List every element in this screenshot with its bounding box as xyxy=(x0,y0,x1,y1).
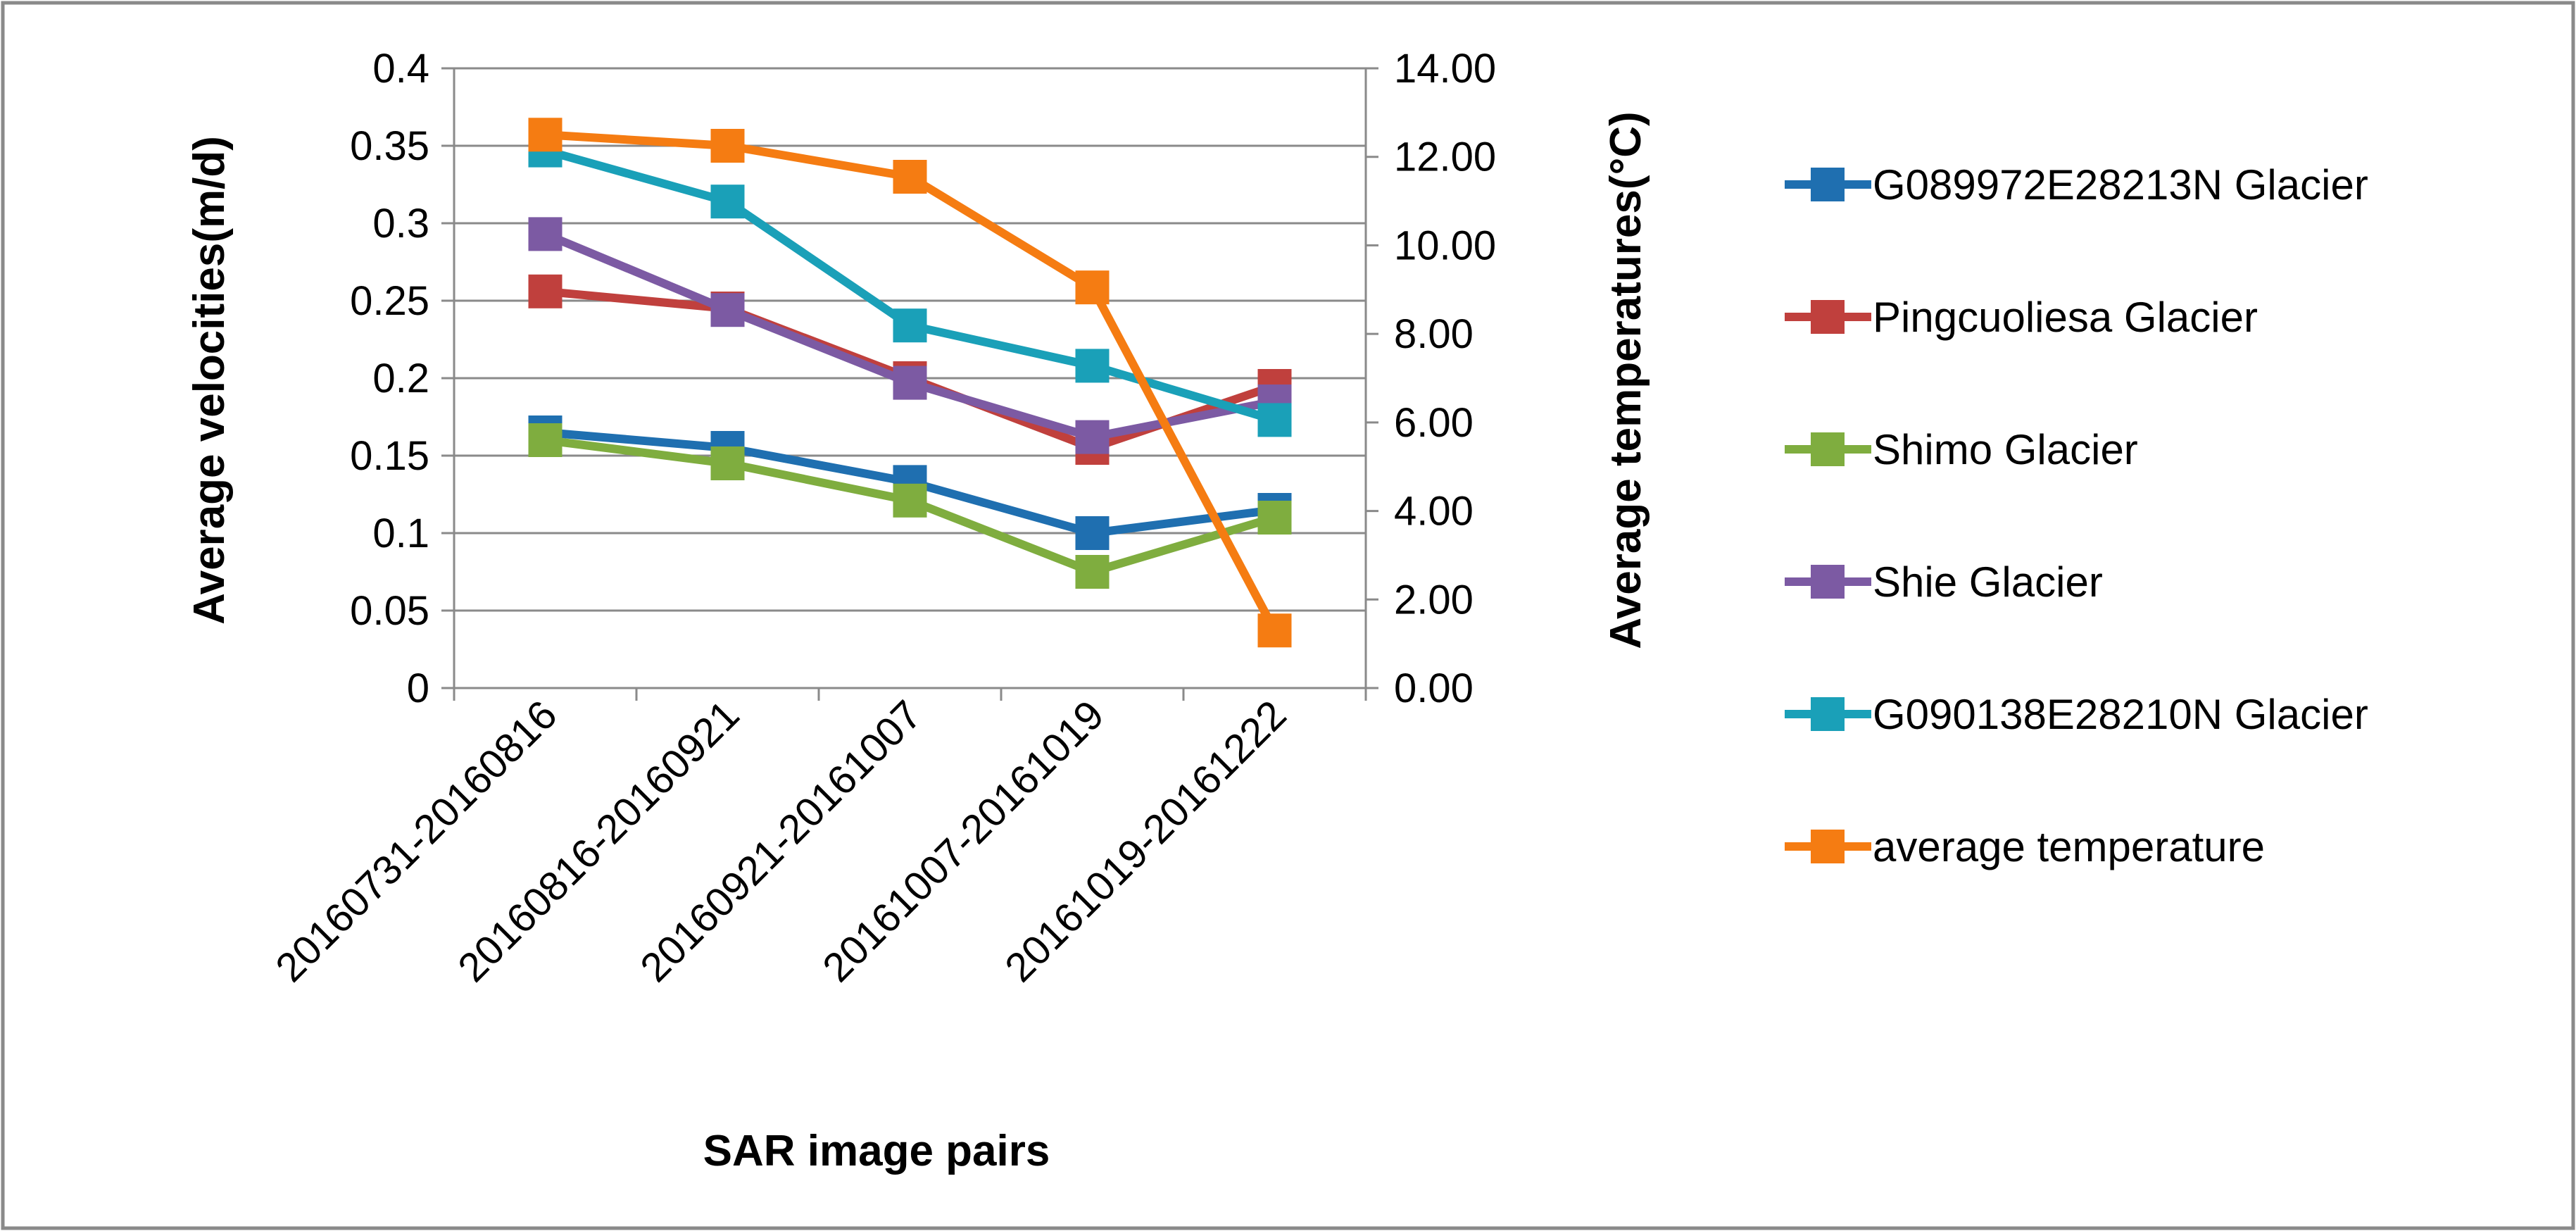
y-tick-label: 0.05 xyxy=(350,588,429,634)
y-tick-label: 0.25 xyxy=(350,278,429,324)
y2-tick-label: 12.00 xyxy=(1394,135,1496,180)
series-5-point-3 xyxy=(893,308,927,343)
y2-tick-label: 10.00 xyxy=(1394,223,1496,268)
legend-marker xyxy=(1811,432,1845,466)
y-tick-label: 0.2 xyxy=(372,356,429,401)
series-2-point-1 xyxy=(528,274,563,308)
x-axis-title: SAR image pairs xyxy=(703,1127,1050,1175)
series-3-point-1 xyxy=(528,423,563,457)
series-3-point-4 xyxy=(1075,555,1110,589)
series-1-point-4 xyxy=(1075,516,1110,550)
series-6-point-1 xyxy=(528,118,563,152)
legend-label: average temperature xyxy=(1873,823,2265,870)
y2-tick-label: 14.00 xyxy=(1394,46,1496,92)
series-5-point-4 xyxy=(1075,349,1110,383)
y-tick-label: 0.15 xyxy=(350,433,429,479)
series-6-point-3 xyxy=(893,160,927,194)
legend-label: Shimo Glacier xyxy=(1873,426,2138,473)
series-5-point-5 xyxy=(1257,403,1292,437)
y2-tick-label: 4.00 xyxy=(1394,489,1474,535)
legend-marker xyxy=(1811,830,1845,863)
legend-marker xyxy=(1811,565,1845,599)
y-tick-label: 0.1 xyxy=(372,511,429,556)
series-3-point-3 xyxy=(893,483,927,518)
series-6-point-2 xyxy=(710,129,745,163)
legend-label: G089972E28213N Glacier xyxy=(1873,161,2368,208)
y-tick-label: 0 xyxy=(407,666,429,711)
y-tick-label: 0.35 xyxy=(350,123,429,169)
series-3-point-5 xyxy=(1257,501,1292,535)
y2-tick-label: 0.00 xyxy=(1394,666,1474,711)
legend-label: Shie Glacier xyxy=(1873,558,2103,606)
series-4-point-2 xyxy=(710,293,745,327)
y2-tick-label: 8.00 xyxy=(1394,311,1474,357)
series-3-point-2 xyxy=(710,446,745,480)
legend-label: Pingcuoliesa Glacier xyxy=(1873,294,2258,341)
y2-axis-title: Average temperatures(°C) xyxy=(1602,111,1650,649)
legend-marker xyxy=(1811,300,1845,334)
series-5-point-2 xyxy=(710,185,745,219)
series-4-point-1 xyxy=(528,217,563,251)
y2-tick-label: 6.00 xyxy=(1394,400,1474,446)
legend-marker xyxy=(1811,697,1845,731)
y-axis-title: Average velocities(m/d) xyxy=(185,136,234,625)
legend-label: G090138E28210N Glacier xyxy=(1873,691,2368,738)
y-tick-label: 0.4 xyxy=(372,46,429,92)
series-4-point-4 xyxy=(1075,420,1110,454)
series-6-point-5 xyxy=(1257,613,1292,648)
y2-tick-label: 2.00 xyxy=(1394,577,1474,623)
series-6-point-4 xyxy=(1075,270,1110,305)
y-tick-label: 0.3 xyxy=(372,201,429,246)
legend-marker xyxy=(1811,168,1845,201)
series-4-point-3 xyxy=(893,365,927,400)
